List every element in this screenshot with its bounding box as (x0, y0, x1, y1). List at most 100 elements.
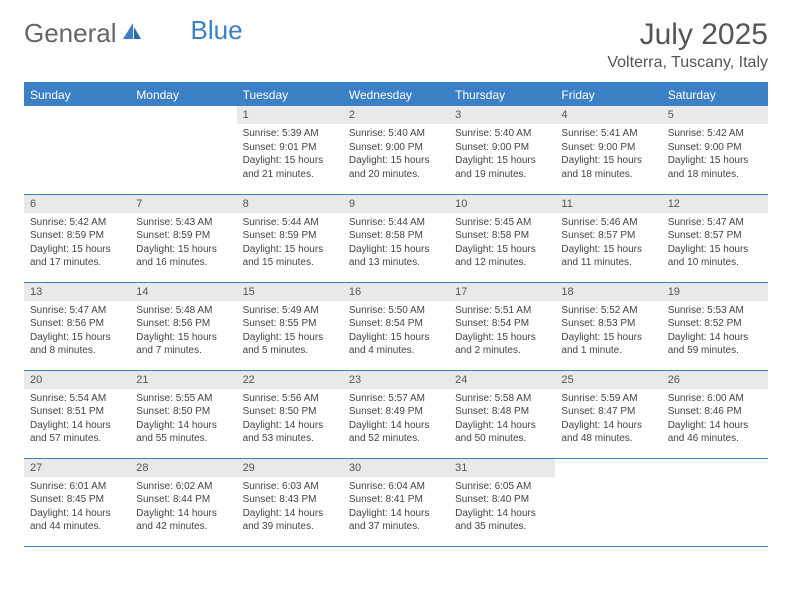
day-details: Sunrise: 5:46 AMSunset: 8:57 PMDaylight:… (555, 213, 661, 274)
calendar-cell: 9Sunrise: 5:44 AMSunset: 8:58 PMDaylight… (343, 194, 449, 282)
calendar-table: SundayMondayTuesdayWednesdayThursdayFrid… (24, 82, 768, 547)
calendar-cell: 14Sunrise: 5:48 AMSunset: 8:56 PMDayligh… (130, 282, 236, 370)
calendar-cell: 5Sunrise: 5:42 AMSunset: 9:00 PMDaylight… (662, 106, 768, 194)
day-line: Daylight: 14 hours (455, 507, 549, 521)
day-details: Sunrise: 5:44 AMSunset: 8:59 PMDaylight:… (237, 213, 343, 274)
day-line: Sunrise: 5:49 AM (243, 304, 337, 318)
day-line: and 15 minutes. (243, 256, 337, 270)
day-line: Daylight: 14 hours (349, 419, 443, 433)
day-details: Sunrise: 6:00 AMSunset: 8:46 PMDaylight:… (662, 389, 768, 450)
day-line: Sunset: 8:58 PM (455, 229, 549, 243)
calendar-row: 20Sunrise: 5:54 AMSunset: 8:51 PMDayligh… (24, 370, 768, 458)
day-line: Sunrise: 5:43 AM (136, 216, 230, 230)
day-line: Sunrise: 5:39 AM (243, 127, 337, 141)
day-line: and 13 minutes. (349, 256, 443, 270)
day-line: Sunrise: 5:41 AM (561, 127, 655, 141)
day-line: Sunset: 9:00 PM (349, 141, 443, 155)
day-number: 9 (343, 195, 449, 213)
day-number: 26 (662, 371, 768, 389)
calendar-head: SundayMondayTuesdayWednesdayThursdayFrid… (24, 83, 768, 106)
day-line: Sunrise: 6:05 AM (455, 480, 549, 494)
day-details: Sunrise: 5:54 AMSunset: 8:51 PMDaylight:… (24, 389, 130, 450)
day-line: Sunrise: 5:55 AM (136, 392, 230, 406)
calendar-cell: 3Sunrise: 5:40 AMSunset: 9:00 PMDaylight… (449, 106, 555, 194)
calendar-row: 27Sunrise: 6:01 AMSunset: 8:45 PMDayligh… (24, 458, 768, 546)
day-line: Daylight: 14 hours (136, 419, 230, 433)
day-line: Sunset: 8:44 PM (136, 493, 230, 507)
logo: General Blue (24, 18, 243, 49)
day-line: Sunrise: 5:47 AM (30, 304, 124, 318)
day-line: and 4 minutes. (349, 344, 443, 358)
day-line: Sunrise: 6:02 AM (136, 480, 230, 494)
day-line: Sunrise: 5:45 AM (455, 216, 549, 230)
day-line: Daylight: 15 hours (455, 331, 549, 345)
calendar-cell: 19Sunrise: 5:53 AMSunset: 8:52 PMDayligh… (662, 282, 768, 370)
day-number: 25 (555, 371, 661, 389)
title-block: July 2025 Volterra, Tuscany, Italy (607, 18, 768, 72)
day-line: Daylight: 14 hours (30, 507, 124, 521)
calendar-cell: 22Sunrise: 5:56 AMSunset: 8:50 PMDayligh… (237, 370, 343, 458)
day-number: 8 (237, 195, 343, 213)
calendar-cell: 30Sunrise: 6:04 AMSunset: 8:41 PMDayligh… (343, 458, 449, 546)
day-line: Daylight: 15 hours (561, 243, 655, 257)
day-line: Sunset: 8:41 PM (349, 493, 443, 507)
day-line: Sunset: 8:59 PM (30, 229, 124, 243)
calendar-cell: 2Sunrise: 5:40 AMSunset: 9:00 PMDaylight… (343, 106, 449, 194)
day-line: and 59 minutes. (668, 344, 762, 358)
day-line: Sunrise: 5:46 AM (561, 216, 655, 230)
day-line: and 8 minutes. (30, 344, 124, 358)
day-line: Sunrise: 5:42 AM (668, 127, 762, 141)
day-number: 22 (237, 371, 343, 389)
calendar-row: 13Sunrise: 5:47 AMSunset: 8:56 PMDayligh… (24, 282, 768, 370)
day-line: and 39 minutes. (243, 520, 337, 534)
calendar-cell: 15Sunrise: 5:49 AMSunset: 8:55 PMDayligh… (237, 282, 343, 370)
calendar-cell: 31Sunrise: 6:05 AMSunset: 8:40 PMDayligh… (449, 458, 555, 546)
day-line: Daylight: 15 hours (30, 243, 124, 257)
day-line: Sunset: 8:49 PM (349, 405, 443, 419)
day-line: Sunset: 8:52 PM (668, 317, 762, 331)
day-details: Sunrise: 5:47 AMSunset: 8:57 PMDaylight:… (662, 213, 768, 274)
day-line: Sunrise: 5:44 AM (349, 216, 443, 230)
day-line: Sunrise: 6:04 AM (349, 480, 443, 494)
calendar-cell: 12Sunrise: 5:47 AMSunset: 8:57 PMDayligh… (662, 194, 768, 282)
day-number: 6 (24, 195, 130, 213)
day-details: Sunrise: 5:56 AMSunset: 8:50 PMDaylight:… (237, 389, 343, 450)
day-line: Sunrise: 5:52 AM (561, 304, 655, 318)
day-line: Sunset: 8:57 PM (668, 229, 762, 243)
day-line: Daylight: 14 hours (243, 507, 337, 521)
day-line: Sunrise: 5:54 AM (30, 392, 124, 406)
day-line: Daylight: 15 hours (668, 243, 762, 257)
day-line: and 17 minutes. (30, 256, 124, 270)
day-line: Sunset: 8:56 PM (136, 317, 230, 331)
day-line: Sunset: 8:46 PM (668, 405, 762, 419)
day-details: Sunrise: 5:40 AMSunset: 9:00 PMDaylight:… (449, 124, 555, 185)
day-line: and 46 minutes. (668, 432, 762, 446)
day-line: Sunset: 8:45 PM (30, 493, 124, 507)
logo-text-blue: Blue (191, 15, 243, 46)
day-line: Sunrise: 5:51 AM (455, 304, 549, 318)
day-number: 10 (449, 195, 555, 213)
day-number: 24 (449, 371, 555, 389)
day-line: and 18 minutes. (561, 168, 655, 182)
calendar-cell: 7Sunrise: 5:43 AMSunset: 8:59 PMDaylight… (130, 194, 236, 282)
day-line: and 48 minutes. (561, 432, 655, 446)
day-line: Daylight: 14 hours (668, 331, 762, 345)
day-line: Sunrise: 6:01 AM (30, 480, 124, 494)
day-line: and 11 minutes. (561, 256, 655, 270)
calendar-cell: 20Sunrise: 5:54 AMSunset: 8:51 PMDayligh… (24, 370, 130, 458)
day-line: Sunset: 8:56 PM (30, 317, 124, 331)
day-line: Daylight: 14 hours (243, 419, 337, 433)
day-line: Daylight: 15 hours (243, 154, 337, 168)
day-number: 4 (555, 106, 661, 124)
day-line: Sunset: 8:53 PM (561, 317, 655, 331)
day-line: Daylight: 15 hours (349, 243, 443, 257)
day-line: Sunset: 8:47 PM (561, 405, 655, 419)
calendar-cell: 17Sunrise: 5:51 AMSunset: 8:54 PMDayligh… (449, 282, 555, 370)
calendar-cell: 28Sunrise: 6:02 AMSunset: 8:44 PMDayligh… (130, 458, 236, 546)
day-line: Sunrise: 5:40 AM (349, 127, 443, 141)
calendar-cell (24, 106, 130, 194)
day-line: and 10 minutes. (668, 256, 762, 270)
day-line: and 18 minutes. (668, 168, 762, 182)
day-line: Sunset: 8:50 PM (136, 405, 230, 419)
day-line: Daylight: 15 hours (243, 243, 337, 257)
